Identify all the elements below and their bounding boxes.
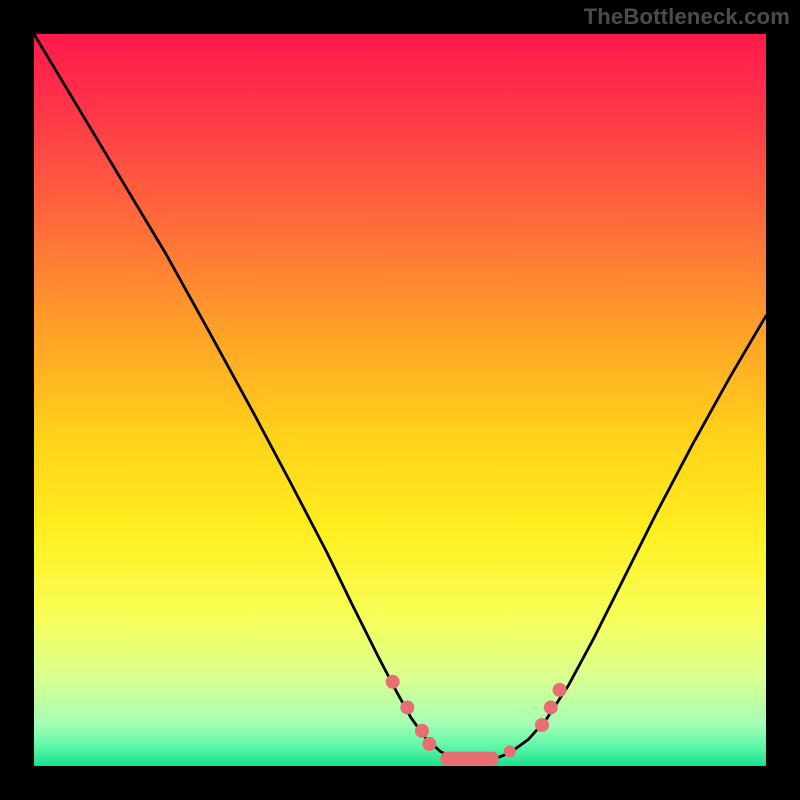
- curve-marker: [544, 700, 558, 714]
- bottleneck-chart: [0, 0, 800, 800]
- curve-marker: [386, 675, 400, 689]
- watermark-text: TheBottleneck.com: [584, 4, 790, 30]
- plot-background: [34, 34, 766, 766]
- curve-marker: [400, 700, 414, 714]
- curve-marker: [553, 683, 567, 697]
- curve-marker: [422, 737, 436, 751]
- curve-marker: [415, 724, 429, 738]
- curve-marker: [535, 718, 549, 732]
- curve-marker: [504, 745, 516, 757]
- valley-bar: [440, 752, 499, 766]
